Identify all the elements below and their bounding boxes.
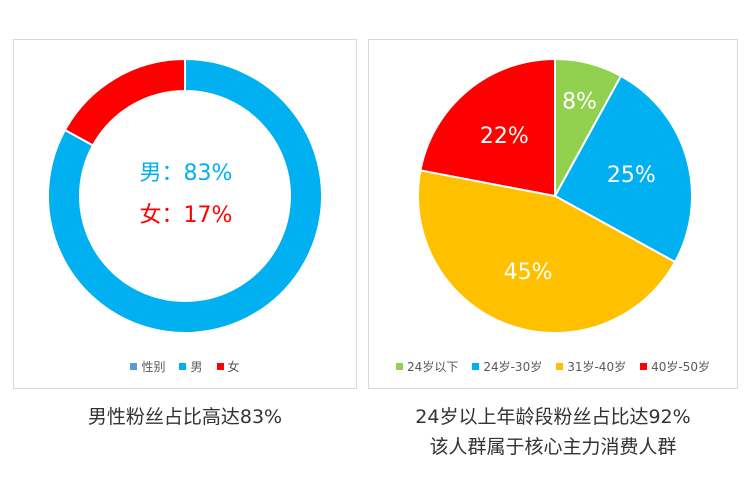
legend-label: 性别: [141, 360, 166, 374]
age-legend-item: 24岁-30岁: [472, 358, 542, 375]
legend-label: 40岁-50岁: [651, 360, 710, 374]
gender-legend-item: 性别: [130, 358, 165, 375]
legend-label: 女: [227, 360, 240, 374]
age-slice-3: [417, 169, 677, 334]
gender-donut-chart: [47, 57, 323, 334]
legend-swatch-icon: [130, 363, 138, 370]
female-percentage-label: 女：17%: [139, 203, 233, 228]
age-chart-panel: 8% 25% 45% 22% 24岁以下 24岁-30岁 31岁-40岁 40岁-50岁: [368, 39, 738, 389]
age-slice-2: [553, 74, 693, 264]
gender-legend-item: 男: [179, 358, 203, 375]
legend-swatch-icon: [179, 363, 187, 370]
gender-legend-item: 女: [216, 358, 240, 375]
legend-swatch-icon: [556, 363, 564, 370]
legend-label: 24岁-30岁: [483, 360, 543, 374]
gender-slice-2: [63, 57, 186, 147]
age-legend-item: 31岁-40岁: [556, 358, 626, 375]
age-legend: 24岁以下 24岁-30岁 31岁-40岁 40岁-50岁: [369, 358, 737, 375]
age-caption-line2: 该人群属于核心主力消费人群: [429, 436, 677, 458]
age-legend-item: 24岁以下: [396, 358, 458, 375]
age-caption: 24岁以上年龄段粉丝占比达92% 该人群属于核心主力消费人群: [368, 402, 738, 462]
legend-swatch-icon: [216, 363, 224, 370]
legend-swatch-icon: [640, 363, 648, 370]
gender-chart-panel: 男：83% 女：17% 性别 男 女: [13, 39, 357, 389]
age-slice-4: [419, 57, 556, 198]
legend-swatch-icon: [396, 363, 404, 370]
legend-swatch-icon: [472, 363, 480, 370]
age-legend-item: 40岁-50岁: [640, 358, 710, 375]
gender-caption: 男性粉丝占比高达83%: [13, 402, 357, 432]
gender-slice-1: [47, 57, 323, 334]
age-pie-chart: 8% 25% 45% 22%: [417, 57, 693, 334]
legend-label: 31岁-40岁: [567, 360, 627, 374]
age-slice-label: 22%: [480, 124, 529, 149]
age-slice-label: 25%: [607, 163, 656, 188]
male-percentage-label: 男：83%: [139, 161, 233, 186]
age-slice-label: 45%: [504, 260, 553, 285]
legend-label: 男: [190, 360, 203, 374]
age-slice-label: 8%: [562, 89, 597, 114]
legend-label: 24岁以下: [407, 360, 459, 374]
gender-caption-text: 男性粉丝占比高达83%: [87, 406, 283, 428]
gender-legend: 性别 男 女: [14, 358, 356, 375]
age-caption-line1: 24岁以上年龄段粉丝占比达92%: [415, 406, 691, 428]
